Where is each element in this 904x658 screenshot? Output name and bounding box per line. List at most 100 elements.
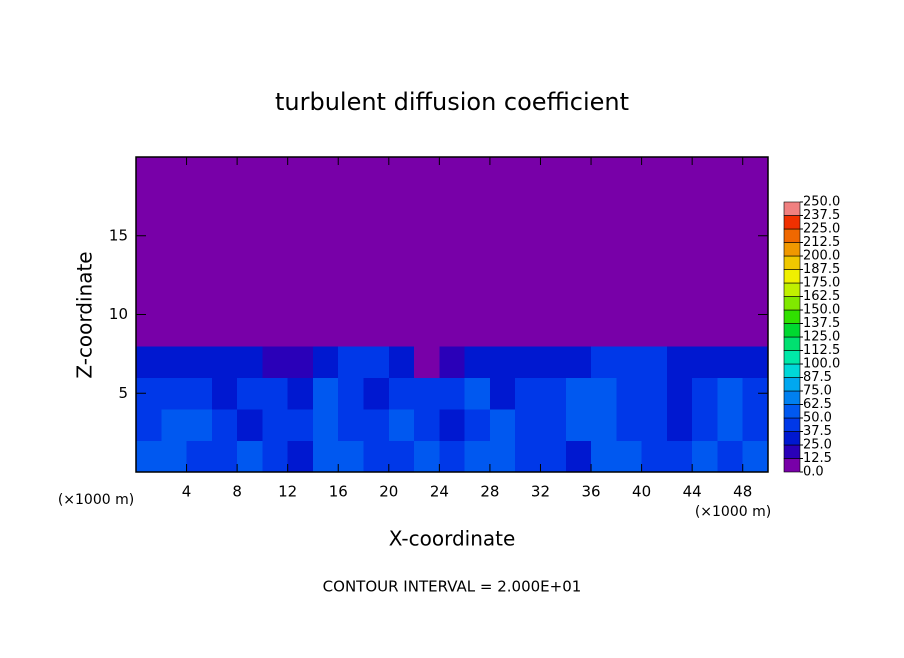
heatmap-cell: [464, 440, 491, 473]
colorbar-tick-label: 12.5: [803, 451, 832, 466]
heatmap-cell: [591, 314, 617, 347]
heatmap-cell: [641, 346, 668, 378]
heatmap-cell: [363, 440, 390, 473]
colorbar-tick-label: 0.0: [803, 465, 824, 480]
heatmap-cell: [464, 220, 491, 252]
colorbar-swatch: [783, 296, 801, 311]
heatmap-cell: [211, 283, 238, 315]
heatmap-cell: [363, 346, 390, 378]
colorbar-tick-label: 250.0: [803, 195, 840, 210]
heatmap-cell: [287, 251, 314, 284]
heatmap-cell: [666, 157, 693, 189]
heatmap-cell: [515, 220, 541, 252]
heatmap-cell: [439, 314, 466, 347]
heatmap-cell: [515, 314, 541, 347]
heatmap-cell: [211, 251, 238, 284]
heatmap-cell: [414, 188, 440, 221]
x-axis-label: X-coordinate: [389, 527, 516, 551]
heatmap-cell: [666, 188, 693, 221]
heatmap-cell: [287, 377, 314, 410]
colorbar-swatch: [783, 242, 801, 257]
heatmap-cell: [641, 283, 668, 315]
colorbar-swatch: [783, 390, 801, 405]
heatmap-cell: [363, 188, 390, 221]
heatmap-cell: [540, 346, 567, 378]
heatmap-cell: [692, 251, 718, 284]
heatmap-cell: [489, 409, 516, 441]
heatmap-cell: [616, 346, 643, 378]
heatmap-cell: [717, 346, 744, 378]
heatmap-cell: [515, 188, 541, 221]
heatmap-cell: [287, 188, 314, 221]
colorbar-swatch: [783, 336, 801, 351]
heatmap-cell: [641, 188, 668, 221]
heatmap-cell: [388, 283, 415, 315]
heatmap-cell: [540, 157, 567, 189]
heatmap-cell: [262, 251, 289, 284]
heatmap-cell: [489, 220, 516, 252]
heatmap-cell: [262, 188, 289, 221]
x-tick-label: 8: [232, 483, 242, 501]
heatmap-cell: [388, 377, 415, 410]
heatmap-cell: [414, 251, 440, 284]
colorbar-swatch: [783, 201, 801, 216]
heatmap-cell: [237, 409, 263, 441]
heatmap-cell: [186, 283, 213, 315]
heatmap-cell: [211, 220, 238, 252]
heatmap-cell: [742, 251, 769, 284]
heatmap-cell: [540, 251, 567, 284]
heatmap-cell: [439, 220, 466, 252]
heatmap-cell: [388, 220, 415, 252]
heatmap-cell: [312, 377, 339, 410]
colorbar-tick-label: 75.0: [803, 384, 832, 399]
colorbar-tick-label: 162.5: [803, 289, 840, 304]
heatmap-cell: [287, 157, 314, 189]
heatmap-cell: [464, 283, 491, 315]
heatmap-cell: [717, 283, 744, 315]
x-unit-label: (×1000 m): [695, 504, 771, 520]
heatmap-cell: [616, 409, 643, 441]
heatmap-cell: [717, 409, 744, 441]
heatmap-cell: [136, 346, 162, 378]
heatmap-cell: [616, 220, 643, 252]
heatmap-cell: [439, 251, 466, 284]
chart-title: turbulent diffusion coefficient: [275, 88, 629, 116]
heatmap-cell: [692, 346, 718, 378]
heatmap-cell: [312, 440, 339, 473]
heatmap-cell: [540, 314, 567, 347]
heatmap-cell: [717, 157, 744, 189]
heatmap-cell: [338, 188, 365, 221]
heatmap-cell: [616, 283, 643, 315]
heatmap-cell: [237, 188, 263, 221]
colorbar-swatch: [783, 269, 801, 284]
heatmap-cell: [414, 440, 440, 473]
heatmap-cell: [136, 440, 162, 473]
heatmap-cell: [565, 346, 592, 378]
heatmap-cell: [211, 346, 238, 378]
heatmap-cell: [742, 440, 769, 473]
colorbar-swatch: [783, 323, 801, 338]
heatmap-cell: [186, 409, 213, 441]
heatmap-cell: [287, 440, 314, 473]
x-tick-label: 4: [182, 483, 192, 501]
heatmap-cell: [616, 157, 643, 189]
colorbar-tick-label: 37.5: [803, 424, 832, 439]
heatmap-cell: [641, 220, 668, 252]
colorbar-swatch: [783, 444, 801, 459]
heatmap-cell: [287, 314, 314, 347]
heatmap-cell: [565, 409, 592, 441]
heatmap-cell: [692, 157, 718, 189]
x-tick-label: 24: [430, 483, 449, 501]
heatmap-cell: [515, 346, 541, 378]
heatmap-cell: [489, 251, 516, 284]
heatmap-cell: [439, 409, 466, 441]
heatmap-cell: [338, 346, 365, 378]
heatmap-cell: [186, 220, 213, 252]
heatmap-cell: [136, 157, 162, 189]
colorbar-swatch: [783, 255, 801, 270]
heatmap-cell: [591, 377, 617, 410]
heatmap-cell: [211, 377, 238, 410]
heatmap-cell: [666, 377, 693, 410]
heatmap-cell: [262, 377, 289, 410]
